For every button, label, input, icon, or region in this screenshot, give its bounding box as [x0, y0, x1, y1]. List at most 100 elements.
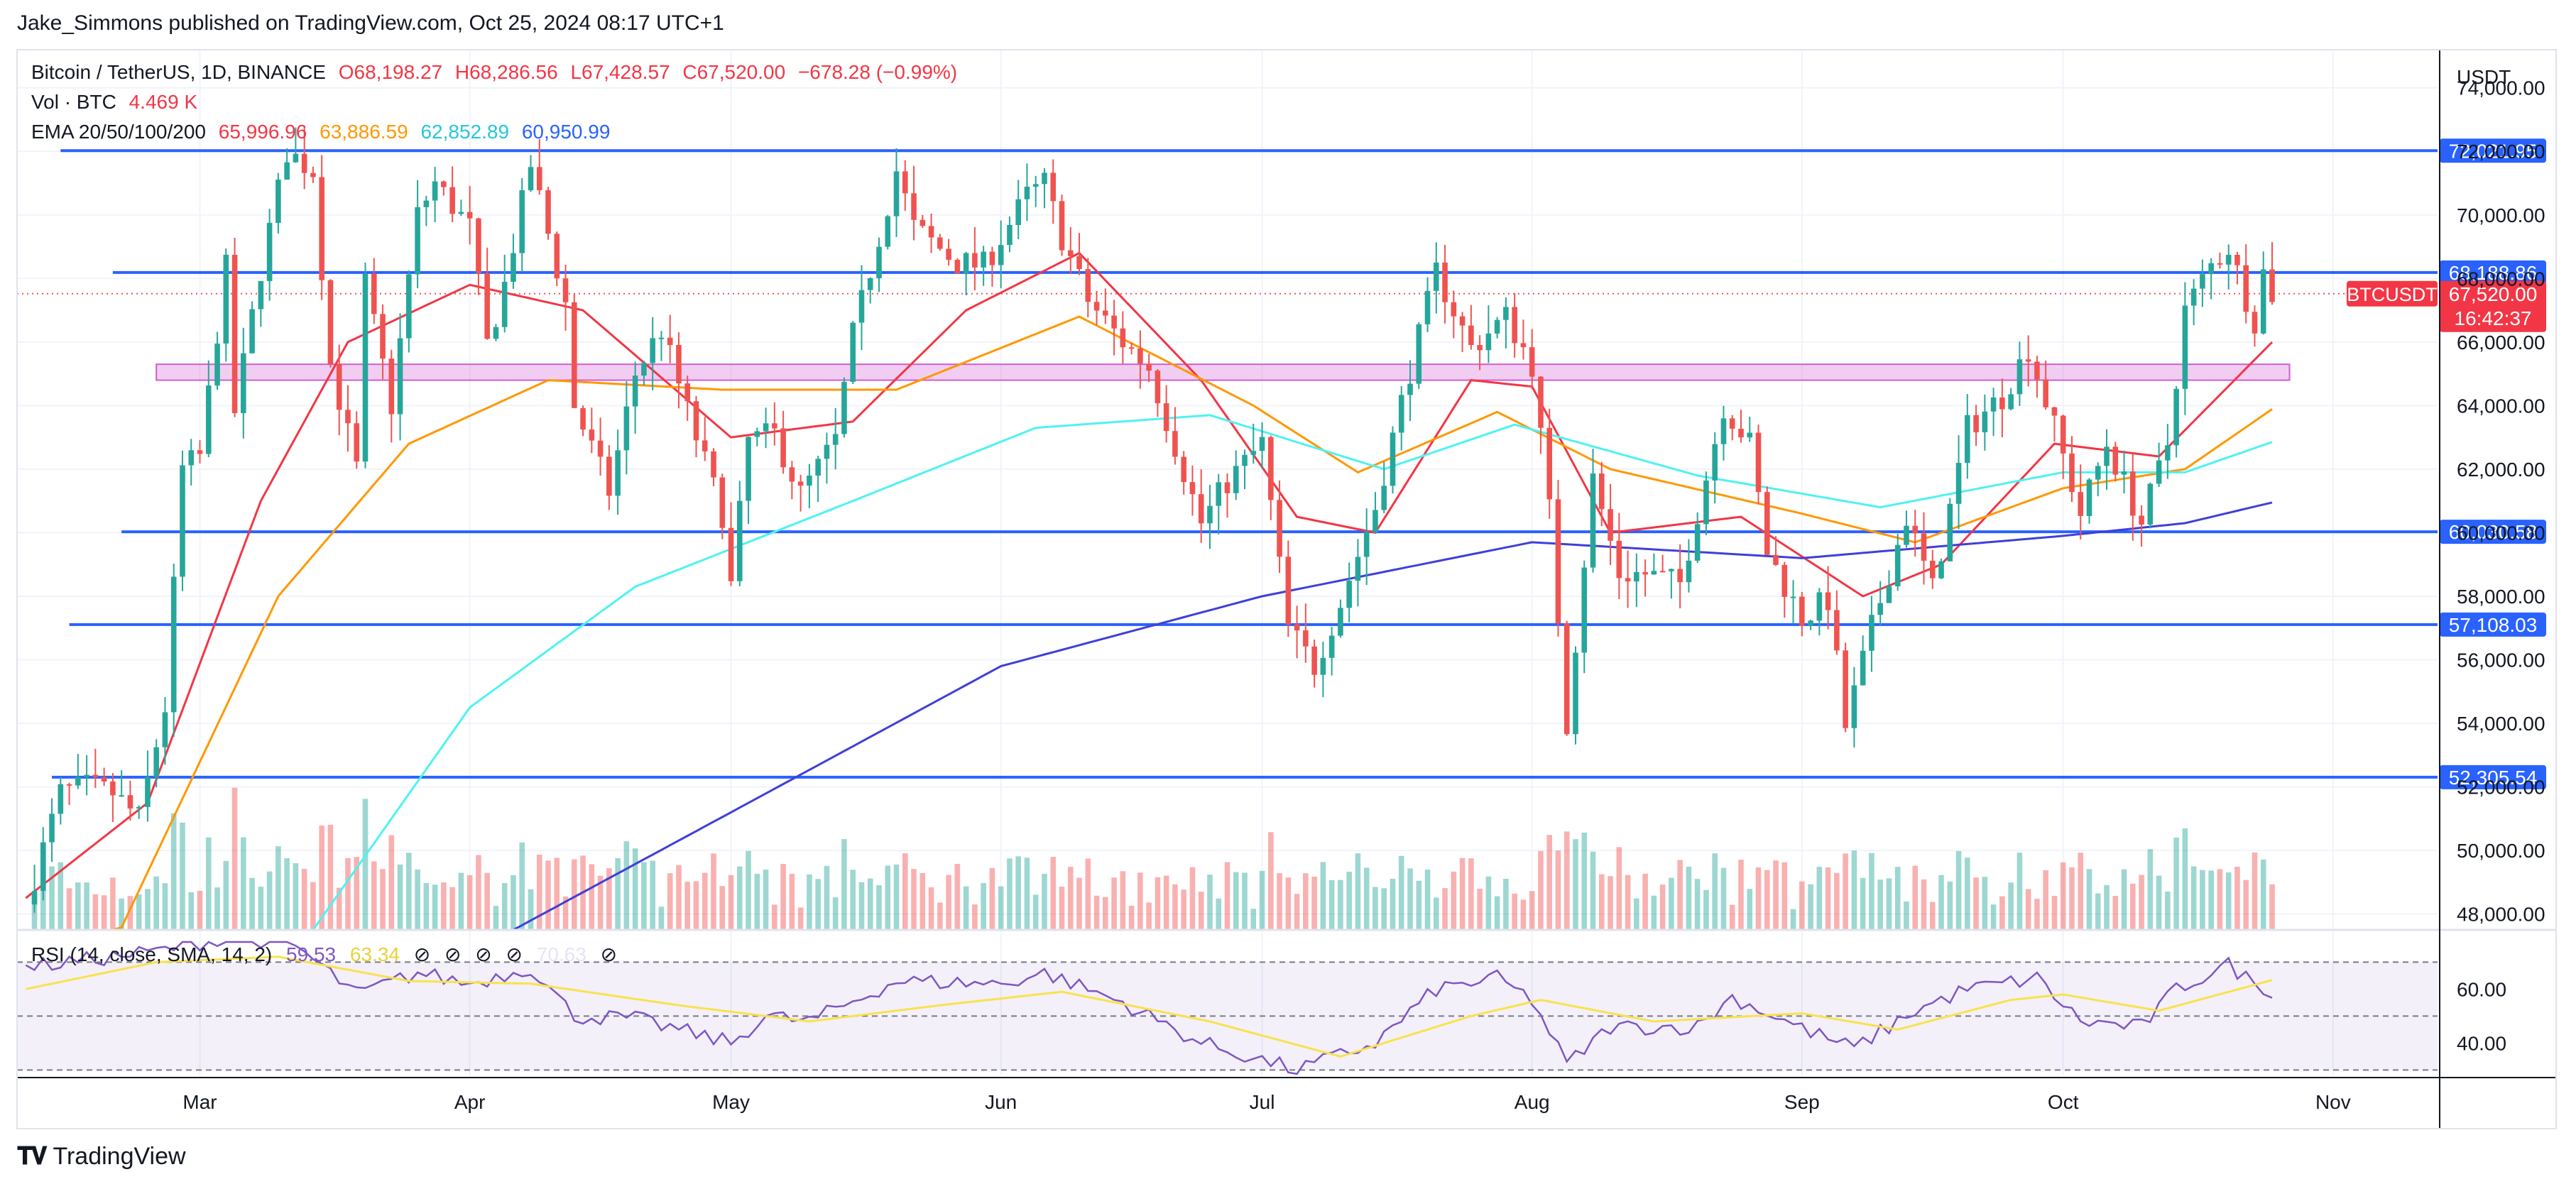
volume-bar: [885, 865, 891, 930]
candle-body: [719, 477, 726, 528]
volume-bar: [2112, 896, 2119, 930]
candle-body: [1677, 569, 1683, 583]
publisher-note: Jake_Simmons published on TradingView.co…: [17, 11, 724, 35]
ema50-value: 63,886.59: [320, 121, 408, 143]
volume-bar: [1494, 896, 1500, 930]
volume-bar: [345, 857, 351, 930]
candle-body: [867, 278, 873, 290]
volume-bar: [415, 869, 420, 930]
volume-bar: [545, 860, 551, 930]
volume-bar: [2260, 859, 2266, 930]
candle-body: [545, 190, 551, 234]
change-value: −678.28 (−0.99%): [797, 61, 958, 83]
candle-body: [1050, 172, 1057, 202]
candle-body: [1390, 432, 1396, 486]
rsi-legend: RSI (14, close, SMA, 14, 2) 59.53 63.34 …: [31, 943, 626, 966]
price-tick-label: 60,000.00: [2457, 522, 2545, 544]
horizontal-levels[interactable]: 72,021.95 68,188.86 60,030.58 57,108.03 52,3…: [17, 138, 2546, 789]
candle-body: [40, 842, 46, 892]
candle-body: [650, 338, 655, 363]
candle-body: [441, 181, 447, 187]
candle-body: [2260, 269, 2266, 334]
candle-body: [2165, 445, 2171, 461]
candle-body: [310, 172, 316, 177]
rsi-hidden-icon-1: ⊘: [413, 943, 431, 965]
volume-bar: [2016, 853, 2023, 930]
candle-body: [2147, 483, 2154, 525]
candle-body: [1781, 564, 1788, 597]
candle-body: [572, 302, 577, 408]
volume-bar: [1816, 867, 1823, 930]
candle-body: [484, 273, 490, 339]
candle-body: [1181, 456, 1186, 483]
brand-name: TradingView: [53, 1143, 186, 1170]
candle-body: [1189, 482, 1196, 495]
candle-body: [2086, 479, 2092, 516]
candle-body: [1346, 581, 1352, 608]
volume-bar: [1694, 879, 1701, 930]
volume-bar: [1929, 902, 1936, 930]
volume-bar: [850, 870, 856, 930]
volume-bar: [693, 881, 699, 930]
volume-bar: [1729, 904, 1735, 930]
volume-bar: [1250, 909, 1257, 930]
volume-bar: [2104, 884, 2110, 930]
candle-body: [981, 251, 986, 268]
rsi-sma-value: 63.34: [349, 943, 400, 965]
candle-body: [1303, 630, 1309, 647]
volume-bar: [2243, 880, 2249, 930]
candle-body: [615, 450, 621, 496]
candle-body: [1834, 610, 1840, 651]
candle-body: [1529, 347, 1535, 377]
volume-bar: [466, 875, 473, 930]
candle-body: [101, 777, 107, 782]
symbol-legend: Bitcoin / TetherUS, 1D, BINANCE O68,198.…: [31, 61, 964, 84]
volume-bar: [2165, 891, 2171, 930]
candle-body: [1886, 586, 1892, 603]
candle-body: [841, 381, 847, 434]
level-label-box: [2440, 612, 2546, 637]
volume-bar: [1563, 831, 1570, 930]
volume-bar: [2051, 896, 2058, 930]
price-axis[interactable]: 48,000.00 50,000.00 52,000.00 54,000.00 56,0…: [2457, 66, 2545, 1054]
volume-bar: [2121, 869, 2127, 930]
volume-bar: [606, 868, 612, 930]
volume-bar: [1686, 867, 1692, 930]
candle-body: [1703, 480, 1709, 525]
time-axis[interactable]: Mar Apr May Jun Jul Aug Sep Oct Nov: [182, 1091, 2350, 1113]
candle-body: [963, 253, 969, 274]
candle-body: [49, 813, 55, 843]
volume-bar: [1773, 860, 1779, 930]
candle-body: [1764, 492, 1770, 555]
candle-body: [824, 444, 830, 459]
volume-bar: [1311, 876, 1317, 930]
candle-body: [832, 434, 839, 445]
candle-body: [1277, 500, 1282, 557]
volume-bar: [562, 897, 569, 930]
candle-body: [2069, 453, 2075, 493]
volume-bar: [1886, 878, 1892, 930]
time-tick-label: Jun: [985, 1091, 1017, 1113]
time-tick-label: Apr: [454, 1091, 486, 1113]
candle-body: [1120, 328, 1126, 348]
volume-bar: [1659, 884, 1666, 930]
volume-bar: [1634, 898, 1639, 930]
candle-body: [432, 181, 438, 201]
candle-body: [2243, 265, 2249, 312]
candle-body: [1773, 554, 1779, 565]
candle-body: [658, 337, 665, 339]
candle-body: [1982, 411, 1988, 432]
candle-body: [1616, 540, 1622, 579]
volume-bar: [1442, 888, 1448, 930]
volume-bar: [1834, 872, 1840, 930]
candle-body: [1242, 454, 1248, 466]
candle-body: [684, 383, 691, 402]
volume-bar: [780, 864, 786, 930]
candle-body: [2156, 460, 2162, 484]
volume-bar: [2034, 899, 2040, 930]
candle-body: [1207, 505, 1213, 524]
volume-bar: [824, 865, 830, 930]
volume-bar: [1459, 857, 1466, 930]
candle-body: [136, 806, 142, 809]
